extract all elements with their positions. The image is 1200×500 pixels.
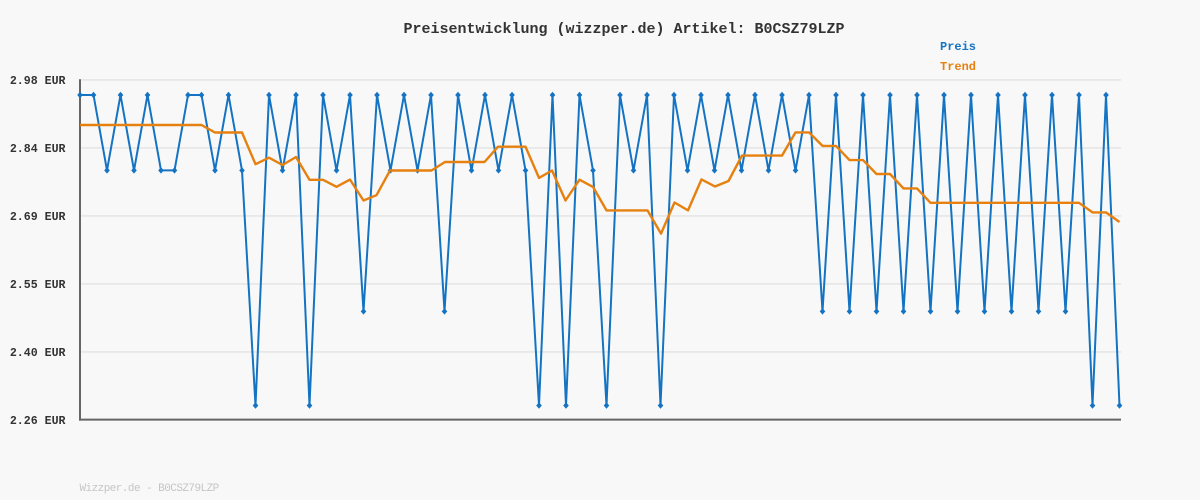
svg-text:2.84 EUR: 2.84 EUR xyxy=(10,143,66,156)
svg-text:2.98 EUR: 2.98 EUR xyxy=(10,75,66,88)
svg-text:Preis: Preis xyxy=(940,40,976,54)
svg-text:Trend: Trend xyxy=(940,60,976,74)
svg-text:2.40 EUR: 2.40 EUR xyxy=(10,347,66,360)
svg-text:Preisentwicklung (wizzper.de): Preisentwicklung (wizzper.de) Artikel: B… xyxy=(403,21,844,38)
svg-text:2.69 EUR: 2.69 EUR xyxy=(10,211,66,224)
svg-text:2.55 EUR: 2.55 EUR xyxy=(10,279,66,292)
svg-text:Wizzper.de - B0CSZ79LZP: Wizzper.de - B0CSZ79LZP xyxy=(80,483,220,495)
svg-text:2.26 EUR: 2.26 EUR xyxy=(10,415,66,428)
